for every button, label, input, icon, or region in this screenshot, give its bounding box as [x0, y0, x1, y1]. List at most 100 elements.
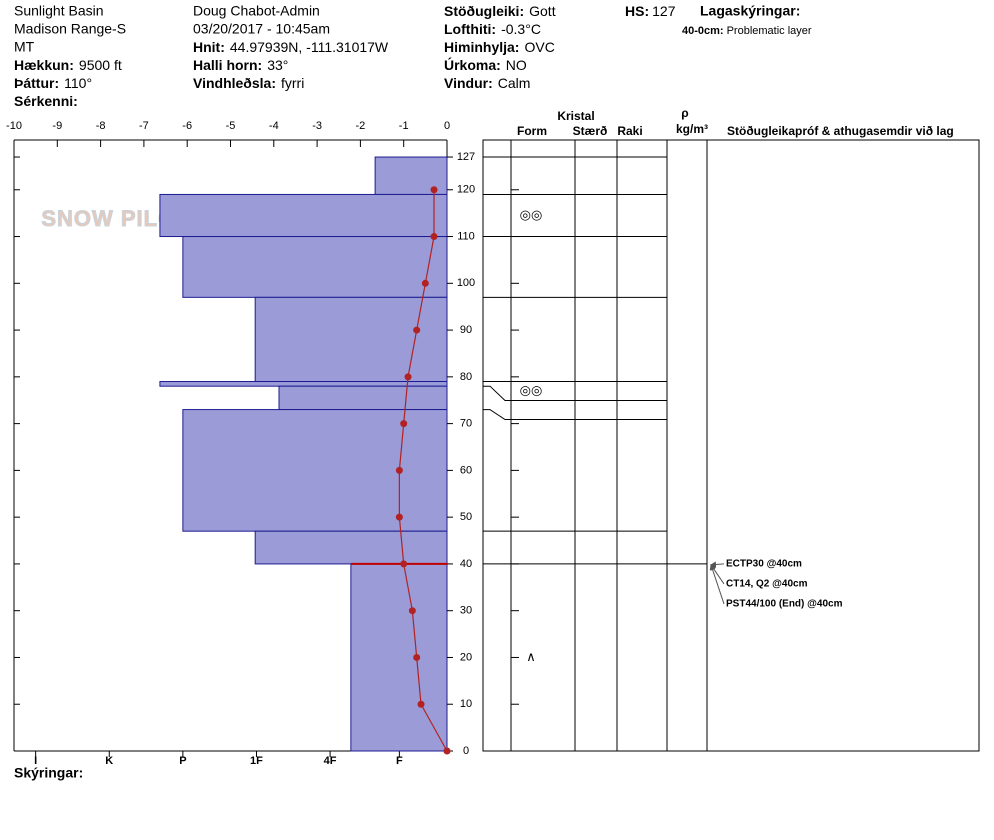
field-label: Hnit:: [193, 39, 225, 55]
test-arrow: [709, 563, 725, 605]
y-tick-label: 90: [460, 324, 472, 336]
temperature-point: [395, 466, 403, 474]
field-label: Lofthiti:: [444, 21, 496, 37]
legend-entry: 40-0cm: Problematic layer: [682, 25, 812, 37]
field-label: Himinhylja:: [444, 39, 519, 55]
header-text: Sunlight Basin: [14, 3, 104, 19]
hardness-bar: [254, 530, 448, 565]
hardness-tick-label: P: [179, 755, 186, 767]
field-label: Sérkenni:: [14, 93, 78, 109]
x-tick-label: -9: [52, 120, 62, 132]
hardness-tick-label: 1F: [250, 755, 263, 767]
layer-connector: [483, 385, 511, 402]
x-tick-label: -2: [356, 120, 366, 132]
hardness-tick-label: F: [396, 755, 403, 767]
legend-range: 40-0cm:: [682, 25, 724, 37]
temperature-point: [413, 326, 421, 334]
hardness-tick-label: I: [34, 755, 37, 767]
header-field: Halli horn: 33°: [193, 57, 288, 73]
temperature-point: [395, 513, 403, 521]
hardness-bar: [182, 236, 448, 298]
y-tick-label: 127: [457, 151, 475, 163]
stability-test: ECTP30 @40cm: [726, 559, 802, 570]
table-frame: [482, 139, 980, 752]
x-tick-label: -4: [269, 120, 279, 132]
y-tick-label: 110: [457, 230, 475, 242]
x-tick-label: -6: [182, 120, 192, 132]
y-tick-label: 70: [460, 418, 472, 430]
grain-form: ◎◎: [520, 382, 543, 397]
hs: HS: 127: [625, 3, 676, 19]
temperature-point: [421, 279, 429, 287]
header-field: Úrkoma: NO: [444, 56, 527, 73]
layer-connector: [483, 409, 511, 421]
hardness-tick-label: 4F: [324, 755, 337, 767]
temperature-point: [417, 700, 425, 708]
field-value: Calm: [498, 75, 531, 91]
field-label: Úrkoma:: [444, 56, 501, 73]
y-tick-label: 100: [457, 277, 475, 289]
field-value: 110°: [64, 75, 92, 91]
y-tick-label: 120: [457, 184, 475, 196]
x-tick-label: -3: [312, 120, 322, 132]
hardness-bar: [159, 193, 448, 238]
field-label: Halli horn:: [193, 57, 262, 73]
temperature-point: [408, 607, 416, 615]
x-tick-label: -8: [96, 120, 106, 132]
stability-test: CT14, Q2 @40cm: [726, 579, 808, 590]
temperature-point: [413, 653, 421, 661]
x-tick-label: -7: [139, 120, 149, 132]
temperature-point: [443, 747, 451, 755]
field-value: 9500 ft: [79, 57, 122, 73]
y-tick-label: 80: [460, 371, 472, 383]
field-label: Vindhleðsla:: [193, 75, 276, 91]
table-column: Raki: [617, 124, 642, 138]
header-field: Himinhylja: OVC: [444, 39, 555, 55]
temperature-point: [430, 186, 438, 194]
x-tick-label: 0: [444, 120, 450, 132]
y-tick-label: 40: [460, 558, 472, 570]
y-tick-label: 30: [460, 605, 472, 617]
x-tick-label: -1: [399, 120, 409, 132]
field-value: 44.97939N, -111.31017W: [230, 39, 389, 55]
footer: Skýringar:: [14, 765, 83, 781]
header-field: Sérkenni:: [14, 93, 78, 109]
temperature-point: [404, 373, 412, 381]
field-value: 33°: [267, 57, 288, 73]
field-label: Þáttur:: [14, 75, 59, 91]
y-tick-label: 50: [460, 511, 472, 523]
header-text: Madison Range-S: [14, 21, 126, 37]
field-label: Hækkun:: [14, 57, 74, 73]
hardness-bar: [254, 296, 448, 383]
header-field: Hnit: 44.97939N, -111.31017W: [193, 39, 389, 55]
temperature-point: [430, 233, 438, 241]
header-text: MT: [14, 39, 35, 55]
hardness-bar: [182, 409, 448, 532]
table-column: Form: [517, 124, 547, 138]
hs-value: 127: [652, 3, 676, 19]
grain-form: ◎◎: [520, 207, 543, 222]
stability-test: PST44/100 (End) @40cm: [726, 599, 843, 610]
table-column: Stærð: [573, 124, 608, 138]
table-group: Kristal: [557, 109, 594, 123]
field-value: OVC: [524, 39, 554, 55]
header-text: Doug Chabot-Admin: [193, 3, 320, 19]
temperature-point: [400, 560, 408, 568]
y-tick-label: 60: [460, 464, 472, 476]
x-tick-label: -10: [6, 120, 22, 132]
field-value: -0.3°C: [501, 21, 541, 37]
temperature-point: [400, 420, 408, 428]
header-field: Vindur: Calm: [444, 75, 530, 91]
hardness-bar: [278, 385, 448, 411]
hardness-bar: [350, 563, 448, 752]
header-field: Hækkun: 9500 ft: [14, 57, 122, 73]
header-field: Vindhleðsla: fyrri: [193, 75, 304, 91]
field-label: Vindur:: [444, 75, 493, 91]
field-value: Gott: [529, 3, 556, 19]
table-columns: [510, 140, 708, 751]
table-column: Stöðugleikapróf & athugasemdir við lag: [727, 124, 954, 138]
density-symbol: ρ: [681, 106, 688, 120]
hardness-bar: [159, 381, 448, 387]
field-value: fyrri: [281, 75, 304, 91]
